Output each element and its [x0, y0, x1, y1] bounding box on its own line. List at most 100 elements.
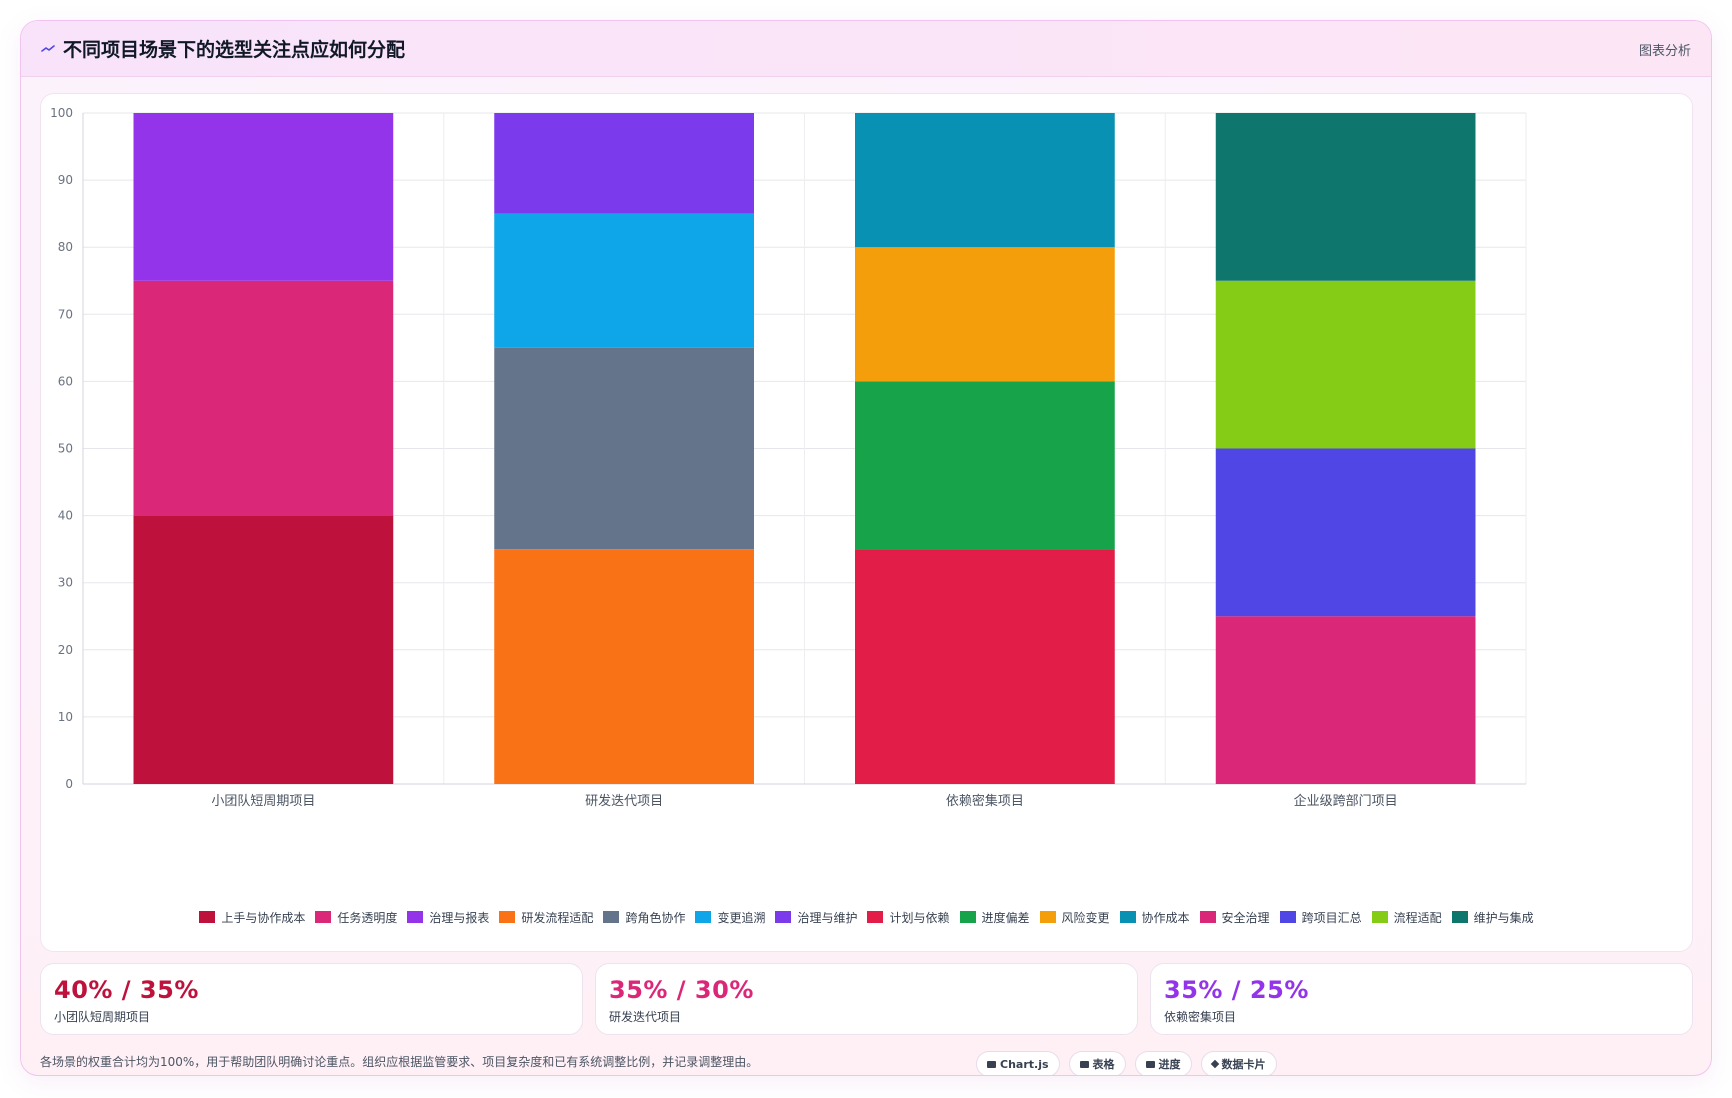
stat-card: 35% / 30% 研发迭代项目	[595, 963, 1138, 1035]
legend-swatch	[1371, 911, 1388, 923]
bar-segment	[1215, 616, 1476, 784]
y-tick-label: 40	[58, 509, 73, 523]
stat-label: 小团队短周期项目	[54, 1010, 151, 1024]
legend-label: 上手与协作成本	[221, 910, 306, 925]
legend-item[interactable]: 上手与协作成本	[199, 909, 305, 926]
y-tick-label: 0	[65, 777, 73, 791]
stat-card: 35% / 25% 依赖密集项目	[1150, 963, 1693, 1035]
legend-item[interactable]: 流程适配	[1371, 909, 1442, 926]
bar-segment	[494, 213, 754, 348]
legend-label: 跨项目汇总	[1301, 910, 1362, 925]
chart-legend: 上手与协作成本 任务透明度 治理与报表 研发流程适配 跨角色协作 变更追溯 治理与维护 计划与…	[41, 908, 1692, 926]
stacked-bar-chart: 0 10 20 30 40 50 60 70 80 90 100 小团队短周期项目 研发迭代项目 依赖密集…	[50, 106, 1527, 809]
legend-label: 进度偏差	[981, 910, 1030, 925]
bar-segment	[133, 515, 394, 784]
chart-icon	[987, 1060, 996, 1068]
footer-badges: Chart.js 表格 进度 数据卡片	[976, 1051, 1277, 1075]
legend-swatch	[867, 911, 884, 923]
y-tick-label: 20	[58, 643, 73, 657]
stat-value: 35% / 25%	[1164, 976, 1309, 1004]
legend-label: 任务透明度	[337, 910, 398, 925]
y-tick-label: 70	[58, 307, 73, 321]
legend-item[interactable]: 跨角色协作	[603, 909, 685, 926]
legend-swatch	[315, 911, 332, 923]
badge-progress[interactable]: 进度	[1134, 1051, 1192, 1075]
y-tick-label: 90	[58, 173, 73, 187]
legend-item[interactable]: 协作成本	[1119, 909, 1190, 926]
y-tick-label: 50	[58, 442, 73, 456]
legend-swatch	[407, 911, 424, 923]
x-tick-label: 小团队短周期项目	[211, 794, 315, 809]
legend-item[interactable]: 跨项目汇总	[1279, 909, 1362, 926]
legend-swatch	[695, 911, 712, 923]
sparkle-icon	[1210, 1059, 1219, 1069]
stat-card: 40% / 35% 小团队短周期项目	[40, 963, 583, 1035]
legend-label: 研发流程适配	[521, 910, 594, 925]
card-header: 不同项目场景下的选型关注点应如何分配 图表分析	[21, 21, 1711, 77]
bar-segment	[133, 280, 394, 516]
legend-swatch	[775, 911, 792, 923]
chart-card: 不同项目场景下的选型关注点应如何分配 图表分析 0 10 20 30 40 50 60 70 8…	[20, 20, 1712, 1076]
legend-swatch	[1119, 911, 1136, 923]
badge-table[interactable]: 表格	[1068, 1051, 1126, 1075]
legend-item[interactable]: 治理与报表	[407, 909, 489, 926]
legend-item[interactable]: 研发流程适配	[499, 909, 593, 926]
legend-swatch	[1451, 911, 1468, 923]
bar-segment	[855, 381, 1115, 550]
y-tick-label: 10	[58, 710, 73, 724]
legend-item[interactable]: 进度偏差	[959, 909, 1030, 926]
legend-item[interactable]: 任务透明度	[315, 909, 397, 926]
badge-label: 表格	[1092, 1058, 1115, 1071]
bar-segment	[1215, 448, 1476, 617]
badge-label: 进度	[1158, 1058, 1181, 1071]
footer-note: 各场景的权重合计均为100%，用于帮助团队明确讨论重点。组织应根据监管要求、项目…	[40, 1055, 759, 1069]
legend-item[interactable]: 风险变更	[1039, 909, 1110, 926]
legend-swatch	[603, 911, 620, 923]
legend-swatch	[959, 911, 976, 923]
legend-item[interactable]: 安全治理	[1199, 909, 1270, 926]
bar-segment	[1215, 113, 1476, 281]
table-icon	[1079, 1060, 1089, 1068]
y-tick-label: 80	[58, 240, 73, 254]
legend-label: 跨角色协作	[625, 910, 686, 925]
legend-label: 变更追溯	[717, 910, 766, 925]
bar-segment	[855, 113, 1115, 248]
legend-item[interactable]: 治理与维护	[775, 909, 857, 926]
legend-swatch	[499, 911, 516, 923]
stat-value: 40% / 35%	[54, 976, 199, 1004]
legend-swatch	[1199, 911, 1216, 923]
chart-analysis-tag[interactable]: 图表分析	[1638, 44, 1691, 59]
legend-item[interactable]: 计划与依赖	[867, 909, 950, 926]
bar-segment	[855, 247, 1115, 382]
badge-sparkle[interactable]: 数据卡片	[1200, 1051, 1277, 1075]
bar-segment	[1215, 280, 1476, 449]
badge-label: 数据卡片	[1221, 1058, 1266, 1071]
x-tick-label: 研发迭代项目	[585, 793, 663, 809]
y-tick-label: 30	[58, 576, 73, 590]
legend-item[interactable]: 维护与集成	[1451, 909, 1534, 926]
stat-label: 依赖密集项目	[1164, 1010, 1237, 1024]
legend-label: 风险变更	[1061, 910, 1110, 925]
x-tick-label: 企业级跨部门项目	[1294, 793, 1398, 809]
legend-swatch	[199, 911, 216, 923]
y-tick-label: 100	[50, 106, 73, 120]
legend-label: 计划与依赖	[889, 910, 950, 925]
x-tick-label: 依赖密集项目	[946, 793, 1024, 809]
badge-label: Chart.js	[1000, 1057, 1049, 1071]
legend-item[interactable]: 变更追溯	[695, 909, 765, 926]
stat-value: 35% / 30%	[609, 976, 754, 1004]
bar-segment	[494, 549, 754, 784]
legend-swatch	[1039, 911, 1056, 923]
bar-segment	[855, 549, 1115, 784]
badge-chart[interactable]: Chart.js	[976, 1051, 1060, 1075]
legend-label: 维护与集成	[1473, 910, 1534, 925]
chart-container: 0 10 20 30 40 50 60 70 80 90 100 小团队短周期项目 研发迭代项目 依赖密集…	[40, 93, 1693, 952]
bar-segment	[133, 113, 394, 281]
y-tick-label: 60	[58, 374, 73, 388]
legend-label: 协作成本	[1141, 910, 1190, 925]
legend-label: 流程适配	[1393, 910, 1442, 925]
bar-segment	[494, 347, 754, 550]
bar-segment	[494, 113, 754, 214]
legend-label: 治理与报表	[429, 910, 490, 925]
page-title: 不同项目场景下的选型关注点应如何分配	[63, 39, 406, 61]
